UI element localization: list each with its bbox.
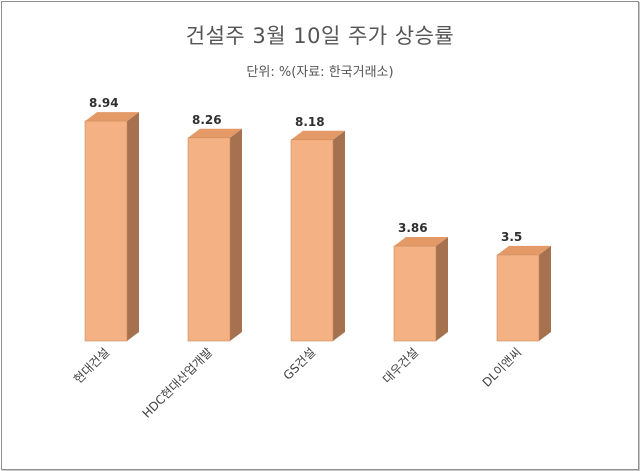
bar	[496, 254, 540, 342]
bar-side	[230, 128, 242, 341]
bar	[84, 120, 128, 342]
bar-top	[394, 237, 448, 247]
bar-side	[436, 237, 448, 341]
chart-subtitle: 단위: %(자료: 한국거래소)	[246, 65, 394, 80]
data-label: 8.18	[295, 115, 325, 129]
bar-top	[497, 245, 551, 255]
bar-side	[333, 130, 345, 341]
bar-side	[127, 112, 139, 342]
bar-top	[85, 112, 139, 122]
data-label: 8.94	[89, 96, 119, 110]
bar	[187, 137, 231, 342]
bar-top	[291, 130, 345, 140]
bar-top	[188, 128, 242, 138]
bar	[393, 245, 437, 342]
category-label: DL이앤씨	[480, 345, 525, 390]
category-label: 대우건설	[380, 345, 421, 386]
category-label: GS건설	[281, 345, 318, 382]
bar-side	[539, 245, 551, 341]
data-label: 8.26	[192, 113, 222, 127]
category-label: HDC현대산업개발	[140, 345, 216, 421]
data-label: 3.5	[501, 230, 522, 244]
chart-title: 건설주 3월 10일 주가 상승률	[185, 24, 455, 48]
bar	[290, 139, 334, 342]
category-label: 현대건설	[71, 345, 112, 386]
data-label: 3.86	[398, 221, 428, 235]
